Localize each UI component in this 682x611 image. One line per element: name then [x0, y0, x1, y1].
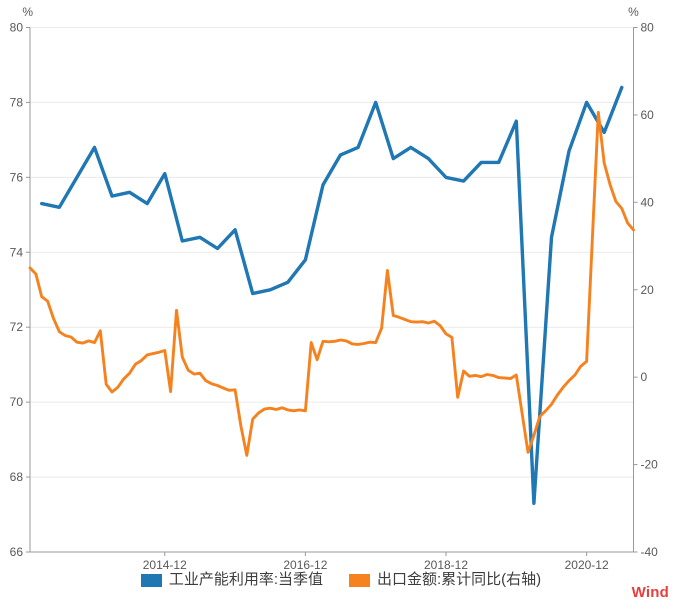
right-axis-tick-label: 80	[641, 21, 655, 35]
left-axis-tick-label: 80	[10, 21, 24, 35]
legend-swatch-blue	[140, 573, 162, 587]
left-axis-tick-label: 74	[10, 245, 24, 259]
x-axis-tick-label: 2014-12	[143, 558, 187, 572]
legend-label-export-yoy: 出口金额:累计同比(右轴)	[377, 571, 542, 588]
right-axis-tick-label: 60	[641, 108, 655, 122]
chart-legend: 工业产能利用率:当季值 出口金额:累计同比(右轴)	[0, 571, 682, 589]
x-axis-tick-label: 2016-12	[283, 558, 327, 572]
x-axis-tick-label: 2018-12	[424, 558, 468, 572]
left-axis-tick-label: 68	[10, 470, 24, 484]
legend-swatch-orange	[349, 573, 370, 587]
legend-label-capacity-utilization: 工业产能利用率:当季值	[168, 571, 323, 588]
x-axis-tick-label: 2020-12	[565, 558, 609, 572]
legend-item-export-yoy[interactable]: 出口金额:累计同比(右轴)	[349, 572, 541, 588]
capacity-utilization-line	[40, 85, 624, 505]
left-axis-tick-label: 70	[10, 395, 24, 409]
right-axis-tick-label: 0	[641, 370, 648, 384]
left-axis-tick-label: 78	[10, 95, 24, 109]
left-axis-tick-label: 76	[10, 170, 24, 184]
export-yoy-line	[28, 110, 635, 457]
right-axis-unit-label: %	[628, 5, 639, 19]
right-axis-tick-label: -20	[641, 458, 659, 472]
right-axis-tick-label: 20	[641, 283, 655, 297]
wind-watermark: Wind	[631, 584, 669, 601]
legend-item-capacity-utilization[interactable]: 工业产能利用率:当季值	[140, 571, 323, 588]
right-axis-tick-label: -40	[641, 545, 659, 559]
left-axis-unit-label: %	[22, 5, 33, 19]
right-axis-tick-label: 40	[641, 195, 655, 209]
left-axis-tick-label: 72	[10, 320, 24, 334]
left-axis-tick-label: 66	[10, 545, 24, 559]
